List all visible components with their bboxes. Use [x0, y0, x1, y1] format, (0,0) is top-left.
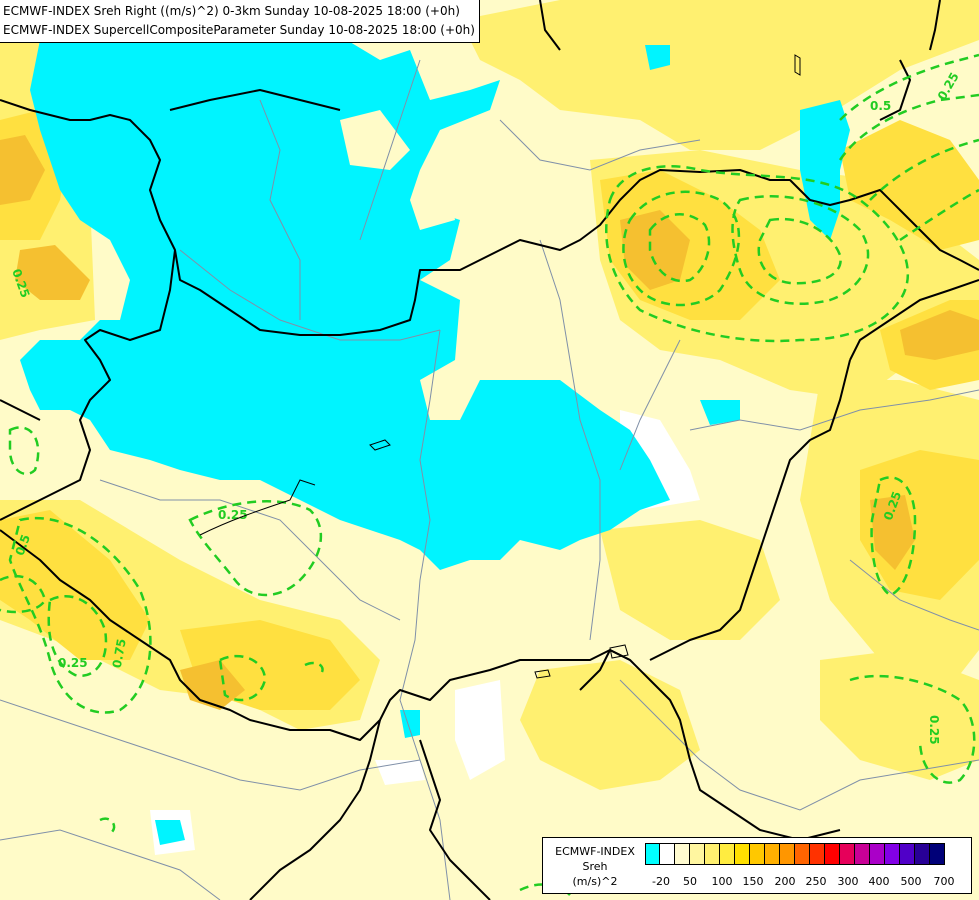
legend-swatch [690, 843, 705, 865]
legend-tick: 250 [805, 875, 827, 888]
legend-swatches [645, 843, 945, 865]
legend-swatch [645, 843, 660, 865]
legend-swatch [840, 843, 855, 865]
legend-label-source: ECMWF-INDEX [555, 845, 635, 858]
legend-swatch [870, 843, 885, 865]
rivers [0, 59, 979, 900]
legend-swatch [825, 843, 840, 865]
legend-tick: 50 [683, 875, 697, 888]
legend-label-variable: Sreh [582, 860, 608, 873]
contour-label: 0.75 [110, 638, 129, 670]
legend-label-unit: (m/s)^2 [572, 875, 618, 888]
scp-contours [0, 53, 979, 896]
legend-swatch [885, 843, 900, 865]
sreh-cyan-areas [20, 0, 850, 845]
legend-swatch [720, 843, 735, 865]
map-title-box: ECMWF-INDEX Sreh Right ((m/s)^2) 0-3km S… [0, 0, 480, 43]
legend-ticks: -20 50 100 150 200 250 300 400 500 700 [645, 875, 975, 889]
contour-label: 0.5 [870, 99, 891, 113]
map-title-line-2: ECMWF-INDEX SupercellCompositeParameter … [3, 23, 475, 37]
legend-swatch [780, 843, 795, 865]
legend-swatch [750, 843, 765, 865]
contour-label: 0.5 [13, 533, 33, 558]
legend-swatch [855, 843, 870, 865]
legend-tick: 700 [933, 875, 955, 888]
legend-swatch [765, 843, 780, 865]
legend-swatch [735, 843, 750, 865]
legend-tick: 200 [774, 875, 796, 888]
legend-swatch [675, 843, 690, 865]
sreh-orange-areas [0, 135, 979, 710]
legend-swatch [900, 843, 915, 865]
contour-label: 0.25 [58, 656, 88, 670]
contour-labels: 0.25 0.25 0.25 0.75 0.25 0.25 0.25 0.5 0… [9, 70, 962, 745]
legend-swatch [795, 843, 810, 865]
legend-tick: -20 [652, 875, 670, 888]
legend-swatch [915, 843, 930, 865]
color-legend: ECMWF-INDEX Sreh (m/s)^2 -20 50 100 150 … [542, 837, 972, 894]
legend-swatch [810, 843, 825, 865]
legend-swatch [705, 843, 720, 865]
legend-tick: 300 [837, 875, 859, 888]
contour-label: 0.25 [927, 715, 941, 745]
legend-tick: 400 [868, 875, 890, 888]
legend-swatch [660, 843, 675, 865]
legend-label: ECMWF-INDEX Sreh (m/s)^2 [547, 844, 643, 889]
map-title-line-1: ECMWF-INDEX Sreh Right ((m/s)^2) 0-3km S… [3, 4, 460, 18]
legend-tick: 500 [900, 875, 922, 888]
legend-tick: 100 [711, 875, 733, 888]
legend-swatch [930, 843, 945, 865]
contour-label: 0.25 [218, 508, 248, 522]
legend-tick: 150 [742, 875, 764, 888]
lakes [199, 54, 801, 679]
